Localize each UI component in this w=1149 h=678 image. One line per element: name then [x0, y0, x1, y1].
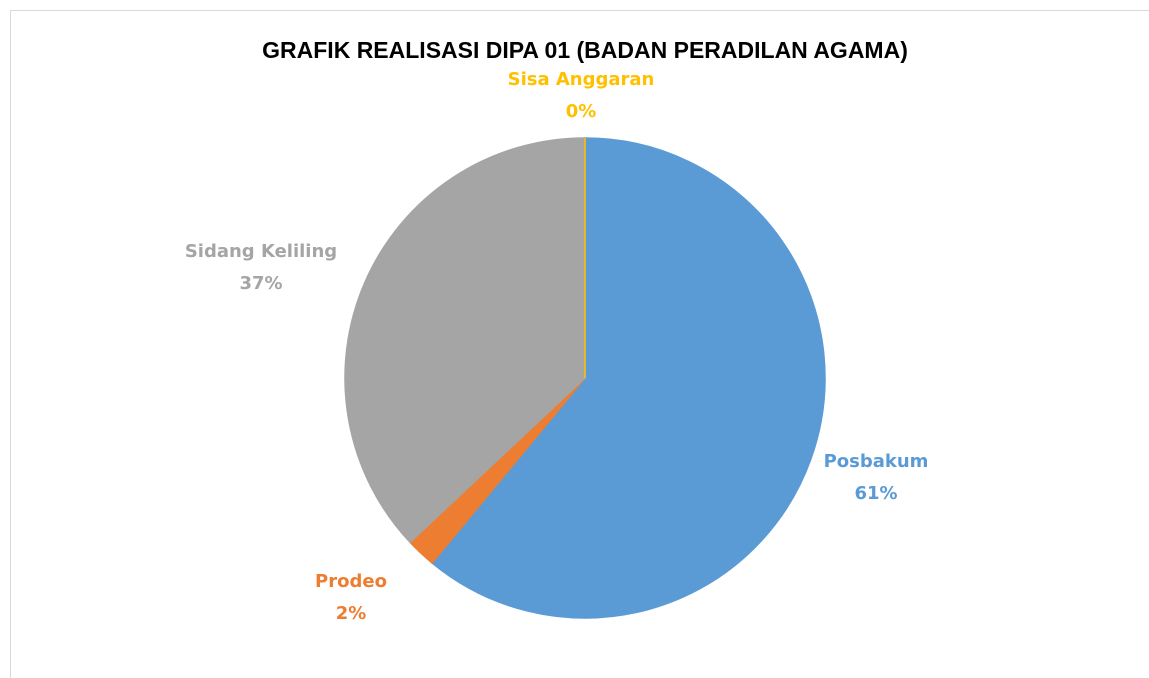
data-label-value: 61% [854, 483, 897, 504]
data-label-value: 0% [566, 101, 597, 122]
data-label-name: Posbakum [824, 451, 929, 472]
chart-title: GRAFIK REALISASI DIPA 01 (BADAN PERADILA… [262, 37, 908, 63]
data-label-name: Prodeo [315, 571, 387, 592]
data-label-name: Sidang Keliling [185, 241, 337, 262]
pie-slice [430, 137, 826, 619]
data-label-value: 2% [336, 603, 367, 624]
data-label-name: Sisa Anggaran [508, 69, 655, 90]
pie-slice [344, 137, 586, 544]
data-label-value: 37% [239, 273, 282, 294]
